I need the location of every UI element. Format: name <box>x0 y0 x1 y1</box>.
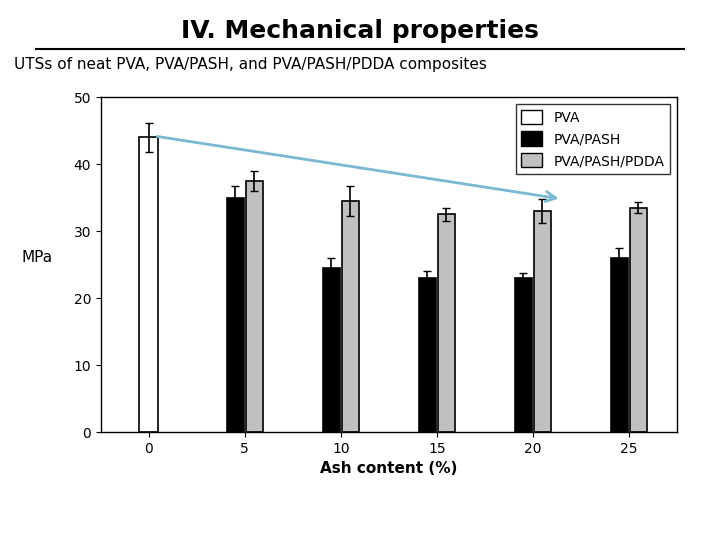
Bar <box>323 268 340 432</box>
X-axis label: Ash content (%): Ash content (%) <box>320 461 457 476</box>
Y-axis label: MPa: MPa <box>22 249 53 265</box>
Bar <box>438 214 455 432</box>
Bar <box>139 137 158 432</box>
Bar <box>534 211 551 432</box>
Bar <box>227 198 244 432</box>
Bar <box>611 258 628 432</box>
Bar <box>342 201 359 432</box>
Text: UTSs of neat PVA, PVA/PASH, and PVA/PASH/PDDA composites: UTSs of neat PVA, PVA/PASH, and PVA/PASH… <box>14 57 487 72</box>
Bar <box>515 278 532 432</box>
Bar <box>630 208 647 432</box>
Bar <box>418 278 436 432</box>
Legend: PVA, PVA/PASH, PVA/PASH/PDDA: PVA, PVA/PASH, PVA/PASH/PDDA <box>516 104 670 173</box>
Bar <box>246 181 263 432</box>
Text: IV. Mechanical properties: IV. Mechanical properties <box>181 19 539 43</box>
